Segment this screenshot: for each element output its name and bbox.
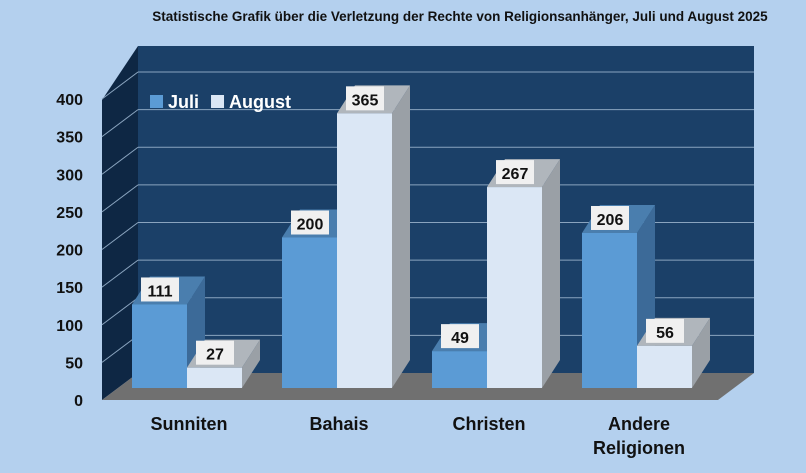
data-label-box bbox=[441, 324, 479, 349]
bar bbox=[432, 351, 487, 388]
bar bbox=[132, 304, 187, 388]
y-tick-label: 300 bbox=[56, 167, 83, 184]
data-label-box bbox=[291, 210, 329, 235]
data-label-box bbox=[591, 205, 629, 230]
y-tick-label: 200 bbox=[56, 243, 83, 260]
gridline-side bbox=[101, 71, 139, 100]
bar bbox=[187, 367, 242, 388]
data-label: 267 bbox=[502, 166, 529, 183]
bar bbox=[487, 187, 542, 388]
data-label: 49 bbox=[451, 330, 469, 347]
gridline-side bbox=[101, 146, 139, 175]
data-label: 27 bbox=[206, 347, 224, 364]
gridline-side bbox=[101, 109, 139, 138]
y-tick-label: 400 bbox=[56, 92, 83, 109]
data-label-box bbox=[141, 277, 179, 302]
gridline-side bbox=[101, 184, 139, 213]
data-label: 200 bbox=[297, 217, 324, 234]
legend-swatch bbox=[211, 95, 225, 108]
y-tick-label: 250 bbox=[56, 205, 83, 222]
x-tick-label: Bahais bbox=[309, 414, 368, 434]
y-tick-label: 150 bbox=[56, 280, 83, 297]
data-label: 206 bbox=[597, 212, 624, 229]
bar bbox=[282, 237, 337, 388]
gridline-side bbox=[101, 297, 139, 326]
data-label-box bbox=[196, 340, 234, 365]
gridline-side bbox=[101, 222, 139, 250]
y-tick-label: 350 bbox=[56, 130, 83, 147]
side-wall bbox=[102, 46, 138, 400]
data-label-box bbox=[346, 86, 384, 111]
legend-label: Juli bbox=[168, 92, 199, 112]
y-tick-label: 50 bbox=[65, 355, 83, 372]
legend-label: August bbox=[229, 92, 291, 112]
data-label-box bbox=[646, 318, 684, 343]
chart-title: Statistische Grafik über die Verletzung … bbox=[152, 9, 768, 24]
data-label: 111 bbox=[148, 283, 173, 300]
bar bbox=[582, 232, 637, 388]
y-tick-label: 0 bbox=[74, 393, 83, 410]
data-label: 365 bbox=[352, 92, 379, 109]
bar-side bbox=[542, 159, 560, 388]
x-tick-label: Christen bbox=[452, 414, 525, 434]
data-label: 56 bbox=[656, 325, 674, 342]
bar bbox=[337, 113, 392, 389]
bar-side bbox=[692, 317, 710, 388]
bar-side bbox=[242, 339, 260, 388]
y-tick-label: 100 bbox=[56, 318, 83, 335]
bar-side bbox=[392, 85, 410, 389]
bar bbox=[637, 345, 692, 388]
legend-swatch bbox=[150, 95, 163, 108]
x-tick-label: Andere Religionen bbox=[593, 414, 685, 458]
data-label-box bbox=[496, 160, 534, 185]
gridline-side bbox=[101, 259, 139, 288]
x-tick-label: Sunniten bbox=[151, 414, 228, 434]
